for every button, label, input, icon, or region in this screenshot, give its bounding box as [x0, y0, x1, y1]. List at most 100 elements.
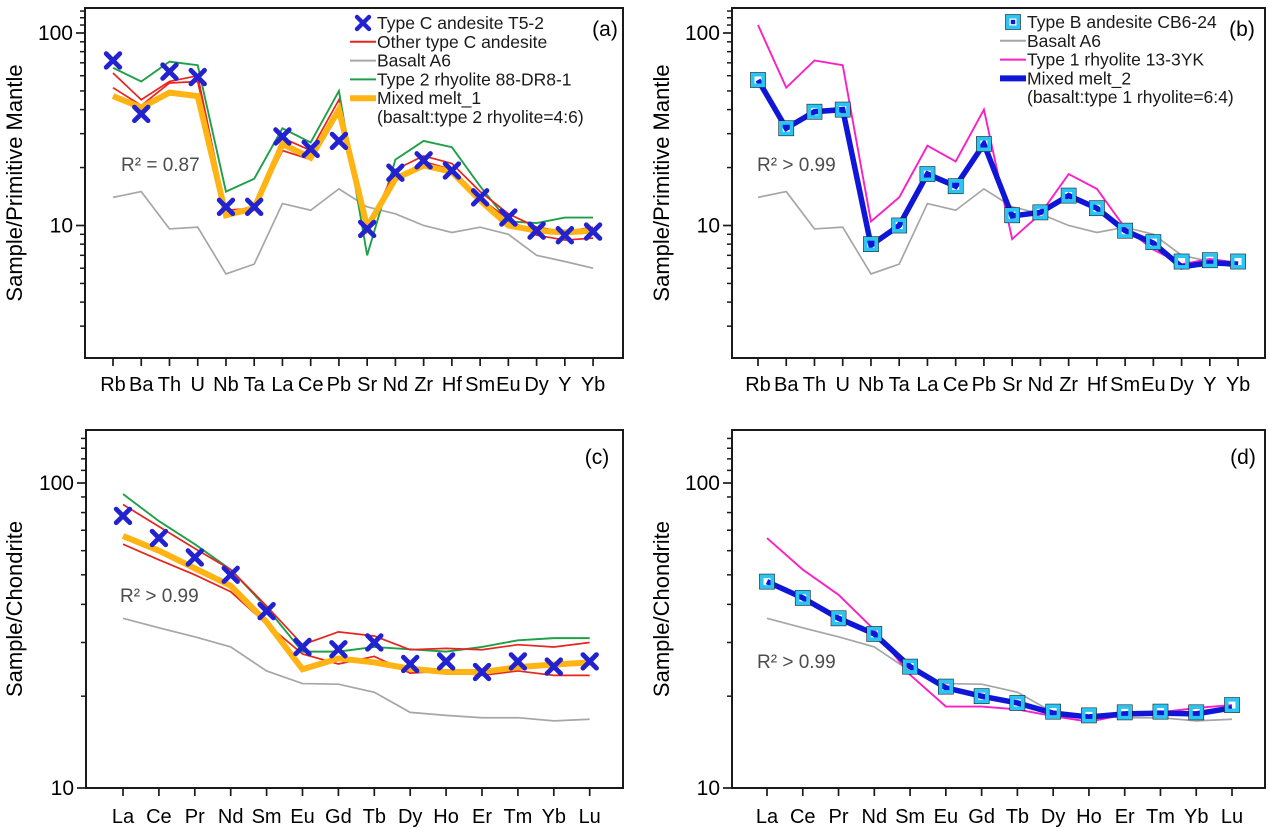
x-tick-label: Ce: [146, 806, 172, 828]
x-marker: [113, 506, 133, 526]
y-tick-label: 100: [685, 472, 720, 495]
x-marker: [329, 131, 349, 151]
x-tick-label: Eu: [1141, 374, 1165, 396]
x-tick-label: Pr: [829, 806, 849, 828]
x-tick-label: Th: [803, 374, 826, 396]
series-line-mixed-melt-1: [111, 89, 594, 236]
x-tick-label: Yb: [542, 806, 566, 828]
x-tick-label: La: [916, 374, 939, 396]
legend-label: Type 2 rhyolite 88-DR8-1: [377, 69, 572, 89]
series-line-type-2-rhyolite-88-dr8-1: [122, 493, 590, 653]
x-tick-label: Yb: [1184, 806, 1208, 828]
square-marker: [1009, 695, 1026, 711]
x-tick-label: Rb: [100, 374, 126, 396]
y-tick-label: 10: [697, 777, 720, 800]
square-marker: [759, 573, 775, 590]
square-marker: [1081, 707, 1097, 724]
x-tick-label: Gd: [968, 806, 995, 828]
x-tick-label: Ba: [774, 374, 799, 396]
square-marker: [1032, 204, 1049, 221]
x-tick-label: Sm: [895, 806, 925, 828]
x-tick-label: Ta: [889, 374, 911, 396]
y-tick-label: 10: [697, 215, 720, 238]
x-marker: [436, 652, 456, 671]
y-axis: 100 10: [685, 437, 732, 800]
x-marker: [580, 652, 599, 671]
legend-entry: Basalt A6: [350, 51, 451, 71]
legend-label: Type B andesite CB6-24: [1027, 12, 1217, 32]
x-tick-label: Eu: [934, 806, 958, 828]
x-tick-label: La: [112, 806, 135, 828]
x-tick-label: Yb: [1226, 374, 1250, 396]
x-tick-label: Hf: [1087, 374, 1107, 396]
x-tick-label: Pr: [185, 806, 205, 828]
x-tick-label: Th: [158, 374, 181, 396]
x-tick-label: Dy: [398, 806, 422, 828]
legend-entry: Type 1 rhyolite 13-3YK: [1000, 50, 1204, 70]
x-tick-label: Sr: [1002, 374, 1022, 396]
series-line-basalt-a6: [112, 187, 594, 276]
x-marker: [544, 657, 563, 676]
square-marker: [1060, 187, 1077, 204]
series-markers-type-b-andesite-cb6-24: [750, 72, 1246, 270]
legend-label: Other type C andesite: [377, 32, 547, 52]
legend-entry: Other type C andesite: [350, 32, 547, 52]
legend-entry: Mixed melt_2: [1000, 68, 1131, 89]
legend-label: (basalt:type 1 rhyolite=6:4): [1027, 87, 1234, 107]
x-tick-label: Sm: [252, 806, 282, 828]
legend-entry: Type C andesite T5-2: [354, 13, 544, 33]
legend-label: Mixed melt_2: [1027, 68, 1131, 89]
y-axis: 100 10: [38, 10, 85, 327]
x-axis: La Ce Pr Nd Sm Eu Gd Tb Dy Ho Er Tm Yb Lu: [112, 788, 601, 828]
x-marker: [244, 197, 264, 217]
x-marker: [301, 139, 320, 159]
square-marker: [937, 678, 954, 695]
x-marker: [508, 652, 528, 671]
plot-frame: [85, 429, 624, 789]
x-marker: [354, 14, 372, 32]
y-axis-title: Sample/Chondrite: [2, 521, 27, 697]
legend-label: Basalt A6: [1027, 31, 1101, 51]
panel-c: 100 10 La Ce Pr Nd Sm Eu Gd Tb Dy Ho Er Tm Yb Lu Sample/…: [2, 429, 624, 828]
x-tick-label: Eu: [496, 374, 520, 396]
x-tick-label: Ta: [244, 374, 266, 396]
x-tick-label: Pb: [327, 374, 351, 396]
x-tick-label: Nb: [213, 374, 239, 396]
x-marker: [188, 67, 207, 87]
x-marker: [555, 226, 575, 245]
x-marker: [470, 188, 490, 207]
x-axis: La Ce Pr Nd Sm Eu Gd Tb Dy Ho Er Tm Yb Lu: [756, 788, 1243, 828]
legend-label: (basalt:type 2 rhyolite=4:6): [377, 107, 584, 127]
y-tick-label: 100: [39, 472, 74, 495]
x-axis: Rb Ba Th U Nb Ta La Ce Pb Sr Nd Zr Hf Sm Eu Dy Y Yb: [745, 358, 1250, 396]
square-marker: [1201, 252, 1218, 269]
x-tick-label: Tb: [1006, 806, 1029, 828]
x-marker: [257, 601, 276, 621]
x-marker: [386, 163, 405, 182]
legend-entry: (basalt:type 2 rhyolite=4:6): [377, 107, 584, 127]
x-tick-label: U: [835, 374, 849, 396]
x-tick-label: Ho: [1076, 806, 1102, 828]
legend-label: Type C andesite T5-2: [377, 13, 544, 33]
series-line-other-type-c-andesite-2: [122, 543, 590, 677]
x-marker: [472, 662, 492, 682]
panel-label-d: (d): [1230, 446, 1256, 469]
x-marker: [185, 548, 205, 567]
x-tick-label: Tb: [363, 806, 386, 828]
square-marker: [778, 120, 795, 137]
x-tick-label: Y: [1203, 374, 1216, 396]
series-line-basalt-a6: [122, 617, 590, 722]
x-marker: [400, 654, 420, 674]
square-marker: [830, 610, 847, 627]
x-tick-label: Y: [558, 374, 571, 396]
square-marker: [834, 101, 851, 118]
x-tick-label: Sr: [357, 374, 377, 396]
x-tick-label: Dy: [1041, 806, 1065, 828]
x-tick-label: Lu: [579, 806, 601, 828]
legend-entry: Basalt A6: [1000, 31, 1101, 51]
series-markers-type-b-andesite-cb6-24: [759, 573, 1240, 724]
x-marker: [293, 637, 312, 657]
x-tick-label: U: [190, 374, 204, 396]
x-marker: [442, 161, 462, 180]
